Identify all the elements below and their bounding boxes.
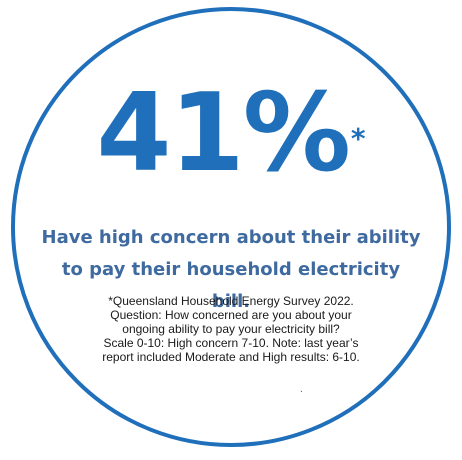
footnote-line: *Queensland Household Energy Survey 2022… <box>108 294 354 308</box>
footnote-line: report included Moderate and High result… <box>102 350 360 364</box>
headline-line-1: Have high concern about their ability <box>41 227 421 248</box>
footnote-line: Scale 0-10: High concern 7-10. Note: las… <box>103 336 359 350</box>
headline-line-2: to pay their household electricity bill. <box>61 259 401 312</box>
circle-border <box>11 7 451 447</box>
stat-value: 41% <box>96 71 351 196</box>
survey-footnote: *Queensland Household Energy Survey 2022… <box>90 294 372 364</box>
footnote-line: Question: How concerned are you about yo… <box>110 308 352 322</box>
stat-headline: Have high concern about their ability to… <box>40 222 422 318</box>
footnote-line: ongoing ability to pay your electricity … <box>122 322 340 336</box>
trailing-dot: . <box>300 384 303 395</box>
stat-figure: 41%* <box>0 80 462 188</box>
footnote-marker: * <box>350 122 366 155</box>
